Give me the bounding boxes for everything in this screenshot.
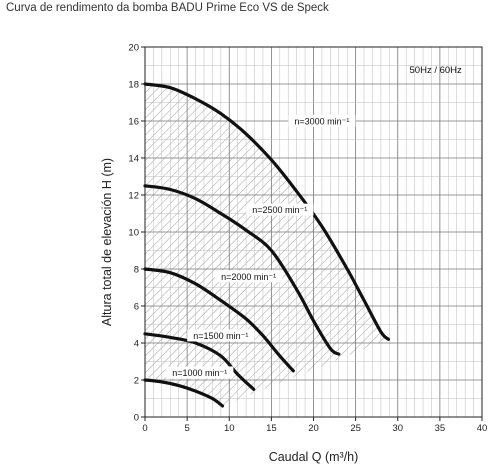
frequency-annotation: 50Hz / 60Hz bbox=[410, 65, 463, 76]
x-tick-label: 15 bbox=[266, 423, 277, 434]
y-tick-label: 4 bbox=[134, 339, 139, 350]
curve-label-background bbox=[288, 114, 356, 127]
x-tick-label: 35 bbox=[435, 423, 446, 434]
y-tick-label: 16 bbox=[128, 117, 139, 128]
x-tick-label: 30 bbox=[392, 423, 403, 434]
curve-label-background bbox=[215, 270, 283, 283]
x-tick-label: 0 bbox=[142, 423, 147, 434]
curve-label-4: n=1500 min⁻¹ bbox=[193, 331, 248, 341]
curve-label-1: n=3000 min⁻¹ bbox=[294, 116, 349, 126]
y-axis-label: Altura total de elevación H (m) bbox=[100, 158, 114, 326]
y-tick-label: 8 bbox=[134, 265, 139, 276]
curve-label-background bbox=[166, 366, 234, 379]
x-tick-label: 20 bbox=[308, 423, 319, 434]
x-tick-label: 10 bbox=[224, 423, 235, 434]
y-tick-label: 18 bbox=[128, 80, 139, 91]
x-tick-label: 5 bbox=[184, 423, 189, 434]
y-tick-label: 0 bbox=[134, 413, 139, 424]
y-tick-label: 2 bbox=[134, 376, 139, 387]
curve-label-5: n=1000 min⁻¹ bbox=[172, 368, 227, 378]
curve-label-background bbox=[187, 329, 255, 342]
curve-series-4 bbox=[143, 332, 256, 391]
y-tick-label: 14 bbox=[128, 154, 139, 165]
x-tick-label: 40 bbox=[477, 423, 488, 434]
curve-label-3: n=2000 min⁻¹ bbox=[221, 272, 276, 282]
y-tick-label: 10 bbox=[128, 228, 139, 239]
curve-series-3 bbox=[143, 267, 295, 373]
curve-series-5 bbox=[143, 378, 225, 408]
y-tick-label: 6 bbox=[134, 302, 139, 313]
curve-series-1 bbox=[143, 82, 391, 341]
x-tick-label: 25 bbox=[350, 423, 361, 434]
curve-label-2: n=2500 min⁻¹ bbox=[252, 205, 307, 215]
curve-label-background bbox=[246, 203, 314, 216]
y-tick-label: 20 bbox=[128, 43, 139, 54]
y-tick-label: 12 bbox=[128, 191, 139, 202]
chart-caption: Curva de rendimento da bomba BADU Prime … bbox=[6, 2, 329, 14]
curve-series-2 bbox=[143, 184, 341, 356]
x-axis-label: Caudal Q (m³/h) bbox=[269, 450, 359, 464]
